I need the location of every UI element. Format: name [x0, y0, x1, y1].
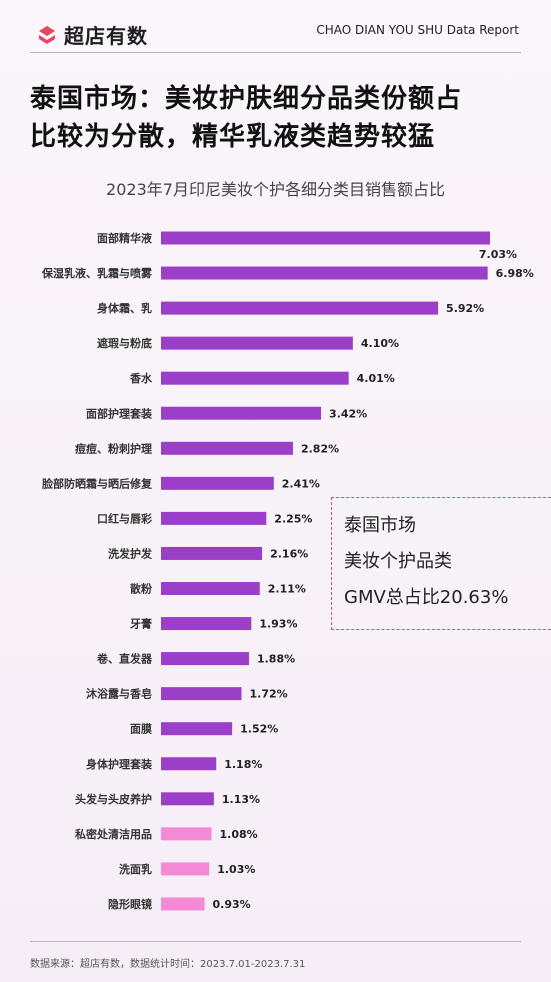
bar[interactable] — [161, 371, 349, 385]
bottom-divider — [30, 941, 521, 942]
category-label: 身体霜、乳 — [97, 301, 152, 315]
bar[interactable] — [161, 757, 217, 771]
bar[interactable] — [161, 546, 263, 560]
category-label: 面部护理套装 — [86, 406, 152, 420]
value-label: 1.18% — [224, 758, 262, 771]
value-label: 3.42% — [329, 407, 367, 420]
category-label: 洗面乳 — [119, 862, 152, 876]
bar[interactable] — [161, 652, 249, 666]
value-label: 1.13% — [222, 793, 260, 806]
category-label: 面部精华液 — [97, 231, 153, 245]
bar[interactable] — [161, 687, 242, 701]
value-label: 1.08% — [220, 828, 258, 841]
bar[interactable] — [161, 511, 267, 525]
logo-icon — [39, 25, 55, 44]
category-label: 卷、直发器 — [96, 652, 153, 666]
bar[interactable] — [161, 827, 212, 841]
value-label: 4.01% — [357, 372, 395, 385]
value-label: 2.11% — [268, 583, 306, 596]
headline-line-1: 泰国市场：美妆护肤细分品类份额占 — [30, 84, 463, 114]
value-label: 5.92% — [446, 302, 484, 315]
bar[interactable] — [161, 862, 210, 876]
callout-market: 泰国市场 — [344, 515, 416, 536]
bar[interactable] — [161, 582, 260, 595]
bar[interactable] — [161, 336, 353, 350]
category-label: 痘痘、粉刺护理 — [75, 441, 152, 455]
header: 超店有数 CHAO DIAN YOU SHU Data Report — [0, 0, 551, 56]
value-label: 4.10% — [361, 337, 399, 350]
value-label: 1.93% — [259, 618, 297, 631]
callout-category: 美妆个护品类 — [344, 551, 452, 572]
value-label: 2.16% — [270, 547, 308, 560]
value-label: 2.41% — [282, 477, 320, 490]
value-label: 2.82% — [301, 442, 339, 455]
bar[interactable] — [161, 441, 293, 455]
bar[interactable] — [161, 231, 490, 245]
category-label: 牙膏 — [130, 617, 152, 631]
category-label: 沐浴露与香皂 — [86, 687, 152, 701]
report-label: CHAO DIAN YOU SHU Data Report — [316, 23, 519, 37]
value-label: 6.98% — [496, 267, 534, 280]
bar[interactable] — [161, 897, 205, 911]
value-label: 2.25% — [274, 512, 312, 525]
headline-line-2: 比较为分散，精华乳液类趋势较猛 — [30, 122, 436, 152]
bar[interactable] — [161, 722, 233, 736]
bar[interactable] — [161, 301, 439, 315]
category-label: 头发与头皮养护 — [75, 792, 152, 806]
chart-title: 2023年7月印尼美妆个护各细分类目销售额占比 — [106, 180, 445, 199]
value-label: 0.93% — [213, 898, 251, 911]
category-label: 私密处清洁用品 — [75, 827, 152, 841]
value-label: 7.03% — [479, 248, 517, 261]
brand-logo[interactable]: 超店有数 — [36, 20, 148, 49]
category-label: 隐形眼镜 — [108, 897, 152, 911]
value-label: 1.03% — [217, 863, 255, 876]
value-label: 1.72% — [249, 688, 287, 701]
callout-gmv-share: GMV总占比20.63% — [344, 587, 509, 608]
category-label: 香水 — [129, 371, 153, 385]
category-label: 脸部防晒霜与晒后修复 — [42, 476, 153, 490]
bar[interactable] — [161, 266, 488, 280]
category-label: 散粉 — [130, 582, 152, 596]
value-label: 1.52% — [240, 723, 278, 736]
page-headline: 泰国市场：美妆护肤细分品类份额占 比较为分散，精华乳液类趋势较猛 — [30, 80, 530, 156]
value-label: 1.88% — [257, 653, 295, 666]
category-label: 面膜 — [130, 722, 152, 736]
data-source: 数据来源：超店有数，数据统计时间：2023.7.01-2023.7.31 — [30, 959, 306, 970]
gmv-callout-box: 泰国市场 美妆个护品类 GMV总占比20.63% — [331, 497, 551, 630]
bar[interactable] — [161, 406, 322, 420]
category-label: 身体护理套装 — [86, 757, 152, 771]
category-label: 洗发护发 — [108, 546, 153, 560]
category-label: 保湿乳液、乳霜与喷雾 — [41, 266, 153, 280]
brand-name: 超店有数 — [64, 24, 148, 48]
bar-chart: 面部精华液 7.03% 保湿乳液、乳霜与喷雾 6.98% 身体霜、乳 5.92% 遮瑕与粉底… — [41, 231, 534, 911]
bar[interactable] — [161, 792, 214, 806]
category-label: 遮瑕与粉底 — [97, 336, 152, 350]
top-divider — [30, 52, 521, 53]
category-label: 口红与唇彩 — [97, 511, 152, 525]
bar[interactable] — [161, 617, 252, 631]
bar[interactable] — [161, 476, 274, 490]
